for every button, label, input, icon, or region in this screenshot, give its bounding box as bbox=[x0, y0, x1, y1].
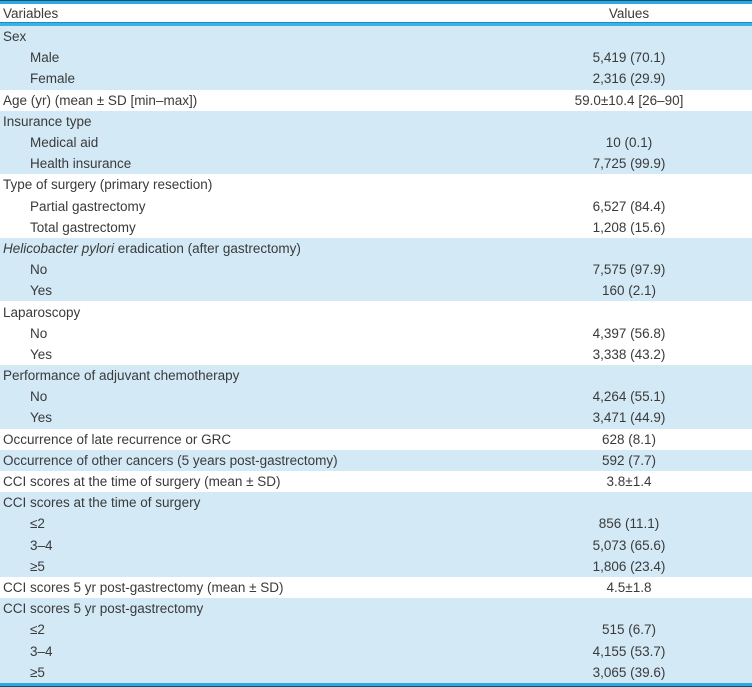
table-row: CCI scores 5 yr post-gastrectomy bbox=[0, 598, 752, 620]
row-value: 628 (8.1) bbox=[601, 431, 657, 447]
column-header-variables: Variables bbox=[3, 5, 59, 21]
row-label: CCI scores 5 yr post-gastrectomy bbox=[3, 601, 204, 617]
table-row: ≤2 515 (6.7) bbox=[0, 619, 752, 641]
row-value: 3,471 (44.9) bbox=[592, 410, 666, 426]
row-label: Medical aid bbox=[30, 135, 99, 151]
row-label: ≥5 bbox=[30, 558, 45, 574]
row-label: Male bbox=[30, 50, 60, 66]
table-row: ≥5 1,806 (23.4) bbox=[0, 555, 752, 577]
row-label: Yes bbox=[30, 410, 53, 426]
table-row: Performance of adjuvant chemotherapy bbox=[0, 365, 752, 387]
row-label: Helicobacter pylori eradication (after g… bbox=[3, 240, 301, 256]
row-label: ≤2 bbox=[30, 622, 45, 638]
row-label: Insurance type bbox=[3, 113, 92, 129]
row-label: Total gastrectomy bbox=[30, 219, 136, 235]
table-row: Yes 3,471 (44.9) bbox=[0, 407, 752, 429]
row-value: 3,338 (43.2) bbox=[592, 346, 666, 362]
row-label: Type of surgery (primary resection) bbox=[3, 177, 213, 193]
table-row: Occurrence of late recurrence or GRC 628 … bbox=[0, 429, 752, 450]
table-row: Health insurance 7,725 (99.9) bbox=[0, 153, 752, 175]
table-row: Helicobacter pylori eradication (after g… bbox=[0, 237, 752, 260]
table-row: 3–4 5,073 (65.6) bbox=[0, 534, 752, 556]
row-value: 7,575 (97.9) bbox=[592, 262, 666, 278]
table-row: Insurance type bbox=[0, 110, 752, 132]
table-row: Age (yr) (mean ± SD [min–max]) 59.0±10.4 … bbox=[0, 90, 752, 111]
table-row: Occurrence of other cancers (5 years pos… bbox=[0, 449, 752, 471]
row-label: No bbox=[30, 262, 48, 278]
table-row: Yes 160 (2.1) bbox=[0, 280, 752, 302]
row-label: ≤2 bbox=[30, 516, 45, 532]
row-label: CCI scores at the time of surgery (mean … bbox=[3, 474, 281, 490]
row-value: 515 (6.7) bbox=[601, 622, 657, 638]
row-value: 10 (0.1) bbox=[605, 135, 653, 151]
row-label: Yes bbox=[30, 346, 53, 362]
row-value: 3.8±1.4 bbox=[606, 474, 652, 490]
row-value: 6,527 (84.4) bbox=[592, 198, 666, 214]
row-value: 2,316 (29.9) bbox=[592, 71, 666, 87]
table-row: Male 5,419 (70.1) bbox=[0, 47, 752, 69]
table-row: Female 2,316 (29.9) bbox=[0, 68, 752, 90]
row-label: Performance of adjuvant chemotherapy bbox=[3, 368, 240, 384]
row-label: Laparoscopy bbox=[3, 304, 81, 320]
table-top-rule bbox=[0, 0, 752, 4]
row-value: 160 (2.1) bbox=[601, 283, 657, 299]
row-label: No bbox=[30, 389, 48, 405]
table-row: CCI scores at the time of surgery (mean … bbox=[0, 471, 752, 492]
row-label: Occurrence of late recurrence or GRC bbox=[3, 431, 232, 447]
row-value: 7,725 (99.9) bbox=[592, 156, 666, 172]
row-value: 4.5±1.8 bbox=[606, 579, 652, 595]
row-label: No bbox=[30, 325, 48, 341]
row-label: ≥5 bbox=[30, 664, 45, 680]
table-bottom-rule bbox=[0, 683, 752, 687]
table-row: Medical aid 10 (0.1) bbox=[0, 131, 752, 154]
table-row: Yes 3,338 (43.2) bbox=[0, 344, 752, 365]
row-value: 1,208 (15.6) bbox=[592, 219, 666, 235]
table-row: Type of surgery (primary resection) bbox=[0, 174, 752, 195]
table-row: No 4,397 (56.8) bbox=[0, 323, 752, 344]
column-header-values: Values bbox=[608, 5, 650, 21]
row-label: Sex bbox=[3, 29, 27, 45]
table-row: CCI scores at the time of surgery bbox=[0, 492, 752, 514]
table-row: Total gastrectomy 1,208 (15.6) bbox=[0, 217, 752, 238]
table-row: Partial gastrectomy 6,527 (84.4) bbox=[0, 196, 752, 217]
header-separator-rule bbox=[0, 22, 752, 26]
row-label: Yes bbox=[30, 283, 53, 299]
row-label: 3–4 bbox=[30, 537, 53, 553]
row-value: 856 (11.1) bbox=[598, 516, 660, 532]
row-label: Health insurance bbox=[30, 156, 132, 172]
row-value: 5,419 (70.1) bbox=[592, 50, 666, 66]
table-row: CCI scores 5 yr post-gastrectomy (mean ±… bbox=[0, 577, 752, 598]
row-label: CCI scores 5 yr post-gastrectomy (mean ±… bbox=[3, 579, 284, 595]
table-row: ≥5 3,065 (39.6) bbox=[0, 661, 752, 683]
table-row: No 4,264 (55.1) bbox=[0, 386, 752, 408]
row-value: 1,806 (23.4) bbox=[592, 558, 666, 574]
row-label: 3–4 bbox=[30, 643, 53, 659]
row-label: Partial gastrectomy bbox=[30, 198, 146, 214]
table-body: Sex Male 5,419 (70.1) Female 2,316 (29.9) Age… bbox=[0, 26, 752, 683]
row-value: 5,073 (65.6) bbox=[592, 537, 666, 553]
row-value: 592 (7.7) bbox=[601, 452, 657, 468]
row-label: Age (yr) (mean ± SD [min–max]) bbox=[3, 92, 198, 108]
row-value: 4,397 (56.8) bbox=[592, 325, 666, 341]
row-label: Female bbox=[30, 71, 76, 87]
row-value: 3,065 (39.6) bbox=[592, 664, 666, 680]
row-value: 4,264 (55.1) bbox=[592, 389, 666, 405]
table-row: ≤2 856 (11.1) bbox=[0, 513, 752, 535]
table-header-row: Variables Values bbox=[0, 4, 752, 22]
row-label: Occurrence of other cancers (5 years pos… bbox=[3, 452, 338, 468]
row-label: CCI scores at the time of surgery bbox=[3, 495, 201, 511]
table-row: No 7,575 (97.9) bbox=[0, 259, 752, 281]
table-row: Laparoscopy bbox=[0, 301, 752, 322]
table-row: 3–4 4,155 (53.7) bbox=[0, 640, 752, 662]
table-row: Sex bbox=[0, 26, 752, 48]
row-value: 4,155 (53.7) bbox=[592, 643, 666, 659]
row-value: 59.0±10.4 [26–90] bbox=[574, 92, 684, 108]
